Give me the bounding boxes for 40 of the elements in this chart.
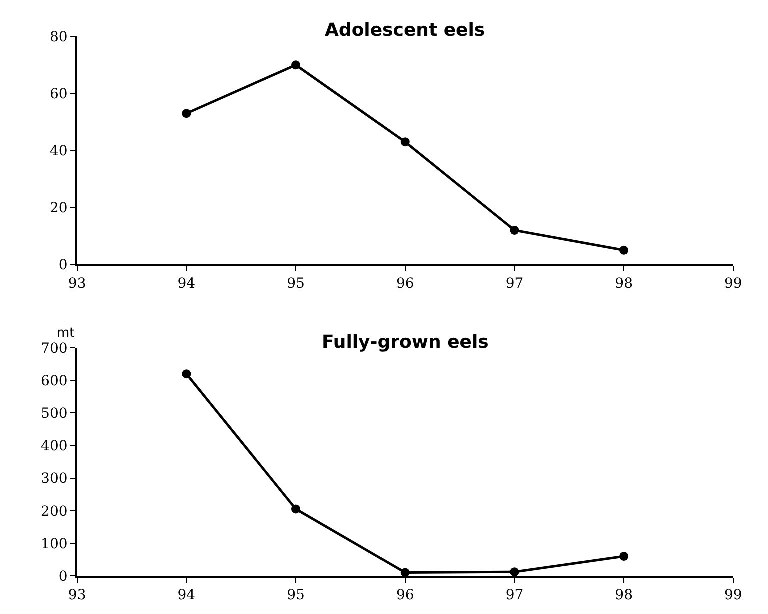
y-tick-label: 500 xyxy=(41,406,68,422)
y-tick-label: 400 xyxy=(41,438,68,455)
x-tick-label: 97 xyxy=(506,276,524,292)
chart-title: Fully-grown eels xyxy=(322,332,489,353)
x-tick-label: 97 xyxy=(506,588,524,604)
point xyxy=(620,552,629,561)
point xyxy=(620,246,629,255)
x-tick-label: 95 xyxy=(287,276,305,292)
point xyxy=(510,568,520,576)
y-tick-label: 100 xyxy=(41,536,68,552)
x-tick-label: 95 xyxy=(287,588,305,604)
x-tick-label: 93 xyxy=(68,276,86,292)
point xyxy=(292,504,301,514)
point xyxy=(400,568,410,576)
point xyxy=(182,370,192,379)
y-tick-label: 600 xyxy=(41,374,68,390)
y-tick-label: 40 xyxy=(50,144,68,160)
y-tick-label: 300 xyxy=(41,471,68,488)
x-tick-label: 94 xyxy=(178,588,196,604)
point xyxy=(292,60,301,70)
point xyxy=(400,138,410,147)
y-tick-label: 20 xyxy=(50,200,68,217)
x-tick-label: 99 xyxy=(724,588,742,604)
x-tick-label: 98 xyxy=(615,276,633,292)
y-tick-label: 60 xyxy=(50,86,68,103)
x-tick-label: 93 xyxy=(68,588,86,604)
x-tick-label: 96 xyxy=(396,588,414,604)
y-tick-label: 80 xyxy=(50,30,68,46)
x-tick-label: 96 xyxy=(396,276,414,292)
x-tick-label: 98 xyxy=(615,588,633,604)
y-axis-title: mt xyxy=(57,326,75,341)
x-tick-label: 94 xyxy=(178,276,196,292)
y-tick-label: 700 xyxy=(41,340,68,357)
point xyxy=(510,226,520,235)
y-tick-label: 200 xyxy=(41,504,68,520)
x-tick-label: 99 xyxy=(724,276,742,292)
y-tick-label: 0 xyxy=(58,258,68,274)
point xyxy=(182,109,192,118)
chart-title: Adolescent eels xyxy=(325,20,486,41)
y-tick-label: 0 xyxy=(58,568,68,585)
